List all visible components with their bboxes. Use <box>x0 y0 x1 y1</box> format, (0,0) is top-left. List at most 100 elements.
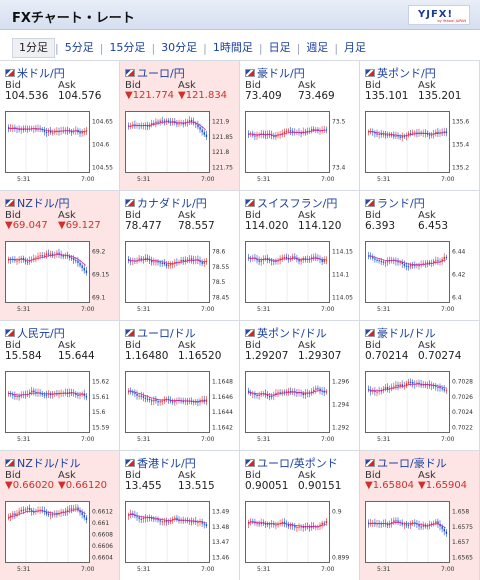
rate-card[interactable]: 英ポンド/円 Bid Ask 135.101 135.201 135.6 135.4 135.… <box>360 61 480 191</box>
candle-body <box>167 120 170 122</box>
rate-card[interactable]: ユーロ/円 Bid Ask ▼121.774 ▼121.834 121.9 121.85 12… <box>120 61 240 191</box>
pair-link[interactable]: 豪ドル/円 <box>245 65 305 81</box>
rate-card[interactable]: NZドル/円 Bid Ask ▼69.047 ▼69.127 69.2 69.15 69.1 5… <box>0 191 120 321</box>
candle-body <box>33 511 35 513</box>
rate-card[interactable]: ユーロ/ドル Bid Ask 1.16480 1.16520 1.1648 1.1646 1.… <box>120 321 240 451</box>
mini-chart[interactable]: 135.6 135.4 135.2 5:31 7:00 <box>365 111 475 183</box>
candle-body <box>287 524 290 527</box>
rate-card[interactable]: カナダドル/円 Bid Ask 78.477 78.557 78.6 78.55 78.5 78… <box>120 191 240 321</box>
pair-link[interactable]: カナダドル/円 <box>125 195 207 211</box>
rate-card[interactable]: 豪ドル/ドル Bid Ask 0.70214 0.70274 0.7028 0.7026 0.… <box>360 321 480 451</box>
candle-body <box>445 531 448 534</box>
candle-body <box>405 383 408 386</box>
candle-body <box>176 261 178 263</box>
mini-chart[interactable]: 78.6 78.55 78.5 78.45 5:31 7:00 <box>125 241 235 313</box>
x-tick-label: 5:31 <box>17 436 31 443</box>
mini-chart[interactable]: 121.9 121.85 121.8 121.75 5:31 7:00 <box>125 111 235 183</box>
candle-body <box>71 508 73 510</box>
y-tick-label: 104.65 <box>92 119 113 126</box>
rate-card[interactable]: スイスフラン/円 Bid Ask 114.020 114.120 114.15 114.1 1… <box>240 191 360 321</box>
candle-body <box>54 131 56 133</box>
candle-body <box>285 256 288 259</box>
yjfx-logo[interactable]: YJFX! by Yahoo! JAPAN <box>408 5 470 25</box>
mini-chart[interactable]: 0.6612 0.661 0.6608 0.6606 0.6604 5:31 7:00 <box>5 501 115 573</box>
pair-link[interactable]: 英ポンド/円 <box>365 65 436 81</box>
pair-link[interactable]: 豪ドル/ドル <box>365 325 436 341</box>
mini-chart[interactable]: 0.7028 0.7026 0.7024 0.7022 5:31 7:00 <box>365 371 475 443</box>
pair-link[interactable]: 香港ドル/円 <box>125 455 196 471</box>
candle-body <box>79 510 81 513</box>
ask-value: 135.201 <box>418 90 462 102</box>
rate-card[interactable]: 豪ドル/円 Bid Ask 73.409 73.469 73.5 73.4 5:31 7:00 <box>240 61 360 191</box>
pair-link[interactable]: 人民元/円 <box>5 325 65 341</box>
mini-chart[interactable]: 73.5 73.4 5:31 7:00 <box>245 111 355 183</box>
pair-link[interactable]: スイスフラン/円 <box>245 195 337 211</box>
mini-chart[interactable]: 0.9 0.899 5:31 7:00 <box>245 501 355 573</box>
y-tick-label: 114.05 <box>332 295 353 302</box>
candle-body <box>426 526 429 528</box>
ask-value: 15.644 <box>58 350 95 362</box>
rate-card[interactable]: ランド/円 Bid Ask 6.393 6.453 6.44 6.42 6.4 5:31 7:00 <box>360 191 480 321</box>
tab-timeframe[interactable]: 5分足 <box>64 41 94 54</box>
candle-body <box>161 120 163 122</box>
candle-body <box>416 132 418 134</box>
candle-body <box>304 526 307 528</box>
ask-label: Ask <box>178 470 196 481</box>
candle-body <box>370 389 372 392</box>
mini-chart[interactable]: 6.44 6.42 6.4 5:31 7:00 <box>365 241 475 313</box>
tab-timeframe[interactable]: 30分足 <box>161 41 198 54</box>
mini-chart[interactable]: 69.2 69.15 69.1 5:31 7:00 <box>5 241 115 313</box>
ask-value: ▼0.66120 <box>58 480 108 491</box>
rate-card[interactable]: 米ドル/円 Bid Ask 104.536 104.576 104.65 104.6 104.… <box>0 61 120 191</box>
pair-link[interactable]: 米ドル/円 <box>5 65 65 81</box>
tab-timeframe[interactable]: 日足 <box>268 41 291 54</box>
mini-chart[interactable]: 1.296 1.294 1.292 5:31 7:00 <box>245 371 355 443</box>
tab-timeframe[interactable]: 15分足 <box>109 41 146 54</box>
candle-body <box>81 512 83 516</box>
pair-link[interactable]: 英ポンド/ドル <box>245 325 327 341</box>
pair-link[interactable]: ユーロ/英ポンド <box>245 455 338 471</box>
mini-chart[interactable]: 1.658 1.6575 1.657 1.6565 5:31 7:00 <box>365 501 475 573</box>
pair-link[interactable]: NZドル/円 <box>5 195 69 211</box>
flag-icon <box>365 329 375 337</box>
candle-body <box>321 259 323 263</box>
candle-body <box>321 522 323 525</box>
pair-link[interactable]: ユーロ/円 <box>125 65 185 81</box>
pair-name: スイスフラン/円 <box>257 197 338 210</box>
candle-body <box>77 260 79 263</box>
rate-card[interactable]: ユーロ/英ポンド Bid Ask 0.90051 0.90151 0.9 0.899 5:31… <box>240 451 360 580</box>
candle-body <box>391 386 393 389</box>
rate-card[interactable]: 英ポンド/ドル Bid Ask 1.29207 1.29307 1.296 1.294 1.2… <box>240 321 360 451</box>
candle-body <box>26 261 29 263</box>
y-tick-label: 0.6606 <box>92 543 113 550</box>
pair-link[interactable]: ユーロ/豪ドル <box>365 455 447 471</box>
rate-card[interactable]: 香港ドル/円 Bid Ask 13.455 13.515 13.49 13.48 13.47 1… <box>120 451 240 580</box>
flag-icon <box>245 329 255 337</box>
candle-body <box>260 133 262 135</box>
pair-link[interactable]: ユーロ/ドル <box>125 325 196 341</box>
candle-body <box>138 258 140 261</box>
tab-timeframe[interactable]: 1時間足 <box>212 41 253 54</box>
candle-body <box>136 260 138 262</box>
candle-body <box>178 123 180 125</box>
candle-body <box>368 131 370 133</box>
rate-card[interactable]: NZドル/ドル Bid Ask ▼0.66020 ▼0.66120 0.6612 0.661… <box>0 451 120 580</box>
tab-timeframe[interactable]: 1分足 <box>12 38 55 58</box>
rate-card[interactable]: 人民元/円 Bid Ask 15.584 15.644 15.62 15.61 15.6 15.… <box>0 321 120 451</box>
candle-body <box>323 522 325 524</box>
candle-body <box>29 392 31 394</box>
candle-body <box>248 522 250 525</box>
mini-chart[interactable]: 13.49 13.48 13.47 13.46 5:31 7:00 <box>125 501 235 573</box>
rate-card[interactable]: ユーロ/豪ドル Bid Ask ▼1.65804 ▼1.65904 1.658 1.6575… <box>360 451 480 580</box>
mini-chart[interactable]: 1.1648 1.1646 1.1644 1.1642 5:31 7:00 <box>125 371 235 443</box>
mini-chart[interactable]: 15.62 15.61 15.6 15.59 5:31 7:00 <box>5 371 115 443</box>
y-tick-label: 135.4 <box>452 142 469 149</box>
pair-link[interactable]: NZドル/ドル <box>5 455 80 471</box>
tab-timeframe[interactable]: 週足 <box>306 41 329 54</box>
mini-chart[interactable]: 104.65 104.6 104.55 5:31 7:00 <box>5 111 115 183</box>
mini-chart[interactable]: 114.15 114.1 114.05 5:31 7:00 <box>245 241 355 313</box>
candle-body <box>165 264 168 266</box>
bid-value: 6.393 <box>365 220 396 232</box>
tab-timeframe[interactable]: 月足 <box>344 41 367 54</box>
pair-link[interactable]: ランド/円 <box>365 195 425 211</box>
